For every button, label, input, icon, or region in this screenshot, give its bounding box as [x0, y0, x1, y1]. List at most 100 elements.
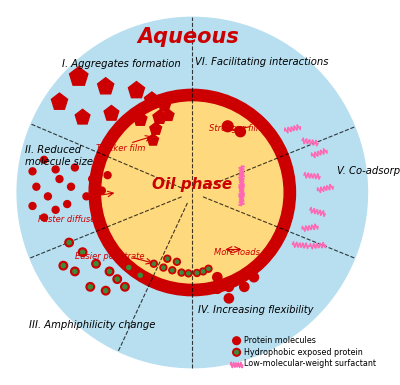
Text: Protein molecules: Protein molecules	[244, 336, 315, 345]
Circle shape	[205, 265, 212, 272]
Circle shape	[80, 250, 85, 254]
Text: Oil phase: Oil phase	[152, 177, 232, 192]
Circle shape	[213, 273, 222, 282]
Circle shape	[104, 289, 108, 293]
Circle shape	[86, 283, 94, 291]
Circle shape	[102, 102, 283, 283]
Circle shape	[222, 121, 233, 132]
Circle shape	[224, 282, 234, 291]
Circle shape	[164, 255, 171, 262]
Circle shape	[138, 273, 142, 277]
Text: V. Co-adsorption: V. Co-adsorption	[337, 166, 400, 176]
Circle shape	[68, 183, 74, 190]
Text: Faster diffuse: Faster diffuse	[38, 215, 96, 224]
Circle shape	[65, 238, 73, 247]
Circle shape	[29, 168, 36, 175]
Text: III. Amphiphilicity change: III. Amphiphilicity change	[29, 320, 155, 330]
Circle shape	[113, 275, 122, 283]
Circle shape	[224, 294, 234, 303]
Circle shape	[41, 214, 48, 221]
Circle shape	[127, 266, 131, 270]
Circle shape	[124, 263, 133, 272]
Polygon shape	[70, 67, 88, 85]
Circle shape	[185, 270, 192, 277]
Circle shape	[104, 172, 111, 179]
Circle shape	[73, 270, 77, 273]
Circle shape	[17, 17, 368, 368]
Polygon shape	[128, 82, 144, 98]
Circle shape	[240, 282, 249, 291]
Circle shape	[202, 270, 205, 273]
Polygon shape	[75, 109, 90, 124]
Circle shape	[213, 284, 222, 293]
Text: Stronger film: Stronger film	[209, 124, 264, 134]
Circle shape	[67, 241, 71, 244]
Text: Hydrophobic exposed protein: Hydrophobic exposed protein	[244, 348, 362, 357]
Circle shape	[169, 267, 176, 274]
Circle shape	[195, 271, 198, 275]
Polygon shape	[98, 78, 114, 94]
Circle shape	[166, 257, 169, 260]
Circle shape	[56, 176, 63, 182]
Polygon shape	[150, 122, 162, 134]
Circle shape	[180, 271, 183, 274]
Circle shape	[102, 286, 110, 295]
Circle shape	[115, 277, 119, 281]
Circle shape	[174, 258, 180, 265]
Circle shape	[171, 269, 174, 272]
Circle shape	[136, 271, 144, 280]
Circle shape	[108, 270, 112, 273]
Circle shape	[105, 267, 114, 276]
Text: More loads: More loads	[214, 248, 260, 257]
Circle shape	[29, 203, 36, 209]
Text: Easier penetrate: Easier penetrate	[75, 251, 144, 261]
Circle shape	[200, 268, 206, 275]
Polygon shape	[144, 92, 159, 107]
Circle shape	[71, 267, 79, 276]
Circle shape	[123, 285, 127, 289]
Circle shape	[72, 164, 78, 171]
Circle shape	[178, 269, 185, 276]
Circle shape	[83, 193, 90, 200]
Text: I. Aggregates formation: I. Aggregates formation	[62, 59, 180, 69]
Polygon shape	[134, 112, 147, 125]
Text: Aqueous: Aqueous	[138, 27, 239, 47]
Circle shape	[44, 193, 51, 200]
Circle shape	[89, 176, 96, 182]
Circle shape	[59, 261, 68, 270]
Polygon shape	[159, 99, 170, 111]
Circle shape	[150, 260, 157, 267]
Circle shape	[175, 260, 178, 263]
Circle shape	[162, 266, 165, 269]
Circle shape	[233, 348, 240, 356]
Text: Thicker film: Thicker film	[96, 144, 146, 153]
Text: IV. Increasing flexibility: IV. Increasing flexibility	[198, 305, 314, 315]
Circle shape	[89, 89, 296, 296]
Circle shape	[236, 127, 246, 137]
Circle shape	[41, 156, 48, 163]
Circle shape	[236, 273, 245, 282]
Circle shape	[52, 166, 59, 173]
Circle shape	[249, 273, 258, 282]
Text: Low-molecular-weight surfactant: Low-molecular-weight surfactant	[244, 359, 376, 368]
Text: II. Reduced
molecule size: II. Reduced molecule size	[25, 145, 93, 167]
Polygon shape	[52, 93, 68, 109]
Circle shape	[235, 350, 238, 354]
Circle shape	[187, 272, 190, 275]
Circle shape	[64, 201, 71, 208]
Circle shape	[194, 270, 200, 276]
Circle shape	[61, 264, 65, 268]
Circle shape	[78, 248, 87, 256]
Polygon shape	[153, 110, 166, 123]
Circle shape	[98, 187, 105, 194]
Polygon shape	[104, 105, 119, 120]
Circle shape	[160, 264, 167, 271]
Circle shape	[92, 259, 100, 268]
Polygon shape	[148, 134, 158, 145]
Text: VI. Facilitating interactions: VI. Facilitating interactions	[195, 57, 328, 67]
Circle shape	[52, 206, 59, 213]
Circle shape	[207, 267, 210, 270]
Circle shape	[121, 283, 129, 291]
Polygon shape	[163, 109, 174, 121]
Circle shape	[94, 262, 98, 266]
